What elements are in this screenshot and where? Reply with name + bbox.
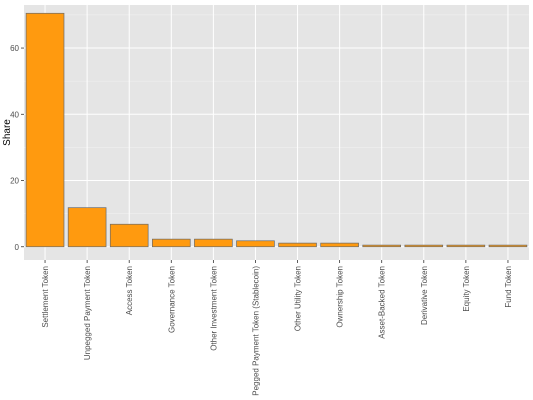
bars (25, 12, 528, 248)
x-tick-label: Other Utility Token (294, 266, 303, 331)
x-tick-label: Asset-Backed Token (378, 266, 387, 339)
x-tick-label: Settlement Token (41, 266, 50, 328)
y-tick-label: 0 (15, 243, 20, 252)
bar (194, 238, 233, 248)
bar (152, 238, 191, 248)
bar (404, 244, 444, 248)
bar (362, 244, 401, 248)
x-tick-label: Pegged Payment Token (Stablecoin) (251, 266, 260, 396)
plot-panel (24, 5, 529, 260)
x-tick-label: Unpegged Payment Token (83, 266, 92, 360)
y-axis-label: Share (2, 119, 13, 146)
bar (25, 12, 65, 248)
y-tick-label: 60 (10, 44, 19, 53)
bar (67, 207, 107, 248)
bar (236, 240, 275, 248)
x-tick-label: Equity Token (462, 266, 471, 312)
x-tick-label: Fund Token (504, 266, 513, 308)
x-tick-label: Ownership Token (336, 266, 345, 328)
y-tick-label: 40 (10, 110, 19, 119)
x-tick-label: Other Investment Token (209, 266, 218, 351)
x-tick-label: Governance Token (167, 266, 176, 333)
bar (109, 223, 149, 248)
x-tick-label: Derivative Token (420, 266, 429, 325)
x-axis: Settlement Token Unpegged Payment Token Ac… (41, 260, 513, 396)
bar (320, 242, 359, 248)
x-tick-label: Access Token (125, 266, 134, 315)
bar (446, 244, 486, 248)
y-tick-label: 20 (10, 177, 19, 186)
y-axis: 0 20 40 60 (10, 44, 24, 252)
bar (488, 244, 528, 248)
bar (278, 242, 317, 248)
